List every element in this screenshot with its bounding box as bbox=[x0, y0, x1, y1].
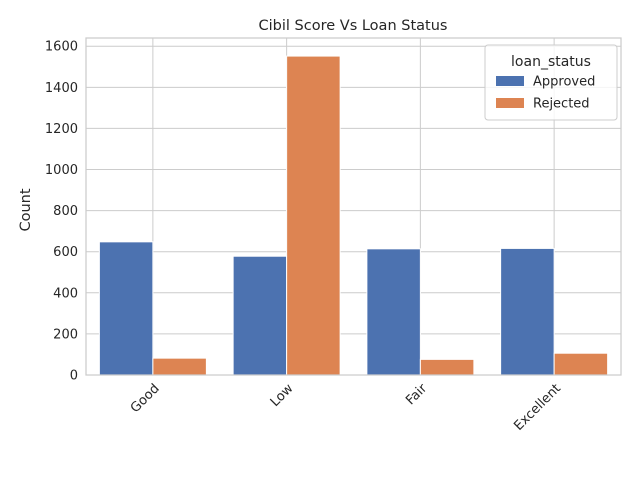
y-tick-label: 1600 bbox=[45, 40, 78, 55]
y-tick-label: 400 bbox=[53, 286, 78, 301]
x-axis-ticks: Good Low Fair Excellent bbox=[128, 381, 564, 434]
bar-low-approved bbox=[232, 255, 288, 376]
bar-excellent-rejected bbox=[553, 352, 609, 376]
legend: loan_status Approved Rejected bbox=[484, 44, 618, 121]
bar-excellent-approved bbox=[500, 247, 555, 376]
x-tick-label: Fair bbox=[403, 381, 430, 408]
plot-frame bbox=[85, 37, 622, 376]
x-tick-label: Good bbox=[128, 381, 163, 416]
y-tick-label: 0 bbox=[70, 369, 78, 384]
bar-good-approved bbox=[98, 241, 154, 376]
bar-fair-approved bbox=[366, 248, 421, 376]
x-tick-label: Low bbox=[268, 381, 297, 410]
y-tick-label: 1200 bbox=[45, 122, 78, 137]
y-tick-label: 200 bbox=[53, 327, 78, 342]
y-axis-ticks: 0 200 400 600 800 1000 1200 1400 1600 bbox=[45, 40, 78, 384]
legend-swatch-approved bbox=[496, 76, 524, 86]
y-tick-label: 800 bbox=[53, 204, 78, 219]
plot-border bbox=[85, 37, 622, 376]
y-axis-label: Count bbox=[18, 188, 34, 231]
bar-good-rejected bbox=[152, 357, 207, 376]
legend-title: loan_status bbox=[511, 54, 591, 70]
bar-fair-rejected bbox=[419, 358, 475, 376]
chart-title: Cibil Score Vs Loan Status bbox=[259, 18, 448, 34]
legend-label: Rejected bbox=[533, 97, 590, 112]
y-tick-label: 1000 bbox=[45, 163, 78, 178]
legend-swatch-rejected bbox=[496, 98, 524, 108]
bar-low-rejected bbox=[286, 55, 341, 376]
bars bbox=[98, 55, 609, 376]
y-tick-label: 1400 bbox=[45, 81, 78, 96]
y-tick-label: 600 bbox=[53, 245, 78, 260]
legend-label: Approved bbox=[533, 75, 595, 90]
x-tick-label: Excellent bbox=[511, 381, 564, 434]
